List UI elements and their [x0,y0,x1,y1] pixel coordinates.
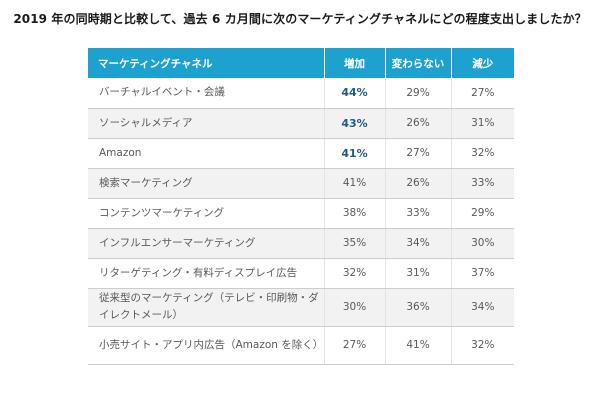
value-decrease: 29% [450,198,514,229]
value-decrease: 31% [450,108,514,139]
value-increase: 30% [323,288,385,327]
table-row: コンテンツマーケティング 38% 33% 29% [88,198,514,229]
value-unchanged: 26% [384,108,451,139]
value-unchanged: 27% [384,138,451,169]
value-unchanged: 34% [384,228,451,259]
value-unchanged: 31% [384,258,451,289]
channel-label: コンテンツマーケティング [88,198,324,229]
table-row: Amazon 41% 27% 32% [88,138,514,169]
value-unchanged: 41% [384,326,451,365]
channel-label: 小売サイト・アプリ内広告（Amazon を除く） [88,326,324,365]
value-increase: 27% [323,326,385,365]
survey-table: マーケティングチャネル 増加 変わらない 減少 バーチャルイベント・会議 44%… [88,48,514,365]
value-increase: 32% [323,258,385,289]
channel-label: リターゲティング・有料ディスプレイ広告 [88,258,324,289]
table-row: 検索マーケティング 41% 26% 33% [88,168,514,199]
value-increase: 38% [323,198,385,229]
column-header-channel: マーケティングチャネル [88,48,324,78]
chart-title: 2019 年の同時期と比較して、過去 6 カ月間に次のマーケティングチャネルにど… [13,12,587,26]
channel-label: バーチャルイベント・会議 [88,78,324,109]
value-decrease: 32% [450,138,514,169]
channel-label: Amazon [88,138,324,169]
table-row: ソーシャルメディア 43% 26% 31% [88,108,514,139]
value-increase: 44% [323,78,385,109]
value-decrease: 27% [450,78,514,109]
value-increase: 41% [323,168,385,199]
value-unchanged: 36% [384,288,451,327]
header-row: マーケティングチャネル 増加 変わらない 減少 [88,48,514,78]
value-unchanged: 29% [384,78,451,109]
value-decrease: 32% [450,326,514,365]
column-header-decrease: 減少 [450,48,514,78]
value-decrease: 33% [450,168,514,199]
channel-label: 検索マーケティング [88,168,324,199]
value-decrease: 30% [450,228,514,259]
value-increase: 41% [323,138,385,169]
channel-label: インフルエンサーマーケティング [88,228,324,259]
channel-label: 従来型のマーケティング（テレビ・印刷物・ダイレクトメール） [88,288,324,327]
value-increase: 35% [323,228,385,259]
value-unchanged: 33% [384,198,451,229]
table-row: 従来型のマーケティング（テレビ・印刷物・ダイレクトメール） 30% 36% 34… [88,288,514,327]
table-row: インフルエンサーマーケティング 35% 34% 30% [88,228,514,259]
channel-label: ソーシャルメディア [88,108,324,139]
value-decrease: 34% [450,288,514,327]
table-row: バーチャルイベント・会議 44% 29% 27% [88,78,514,109]
value-increase: 43% [323,108,385,139]
column-header-unchanged: 変わらない [384,48,451,78]
value-unchanged: 26% [384,168,451,199]
column-header-increase: 増加 [323,48,385,78]
table-row: 小売サイト・アプリ内広告（Amazon を除く） 27% 41% 32% [88,326,514,365]
value-decrease: 37% [450,258,514,289]
table-row: リターゲティング・有料ディスプレイ広告 32% 31% 37% [88,258,514,289]
